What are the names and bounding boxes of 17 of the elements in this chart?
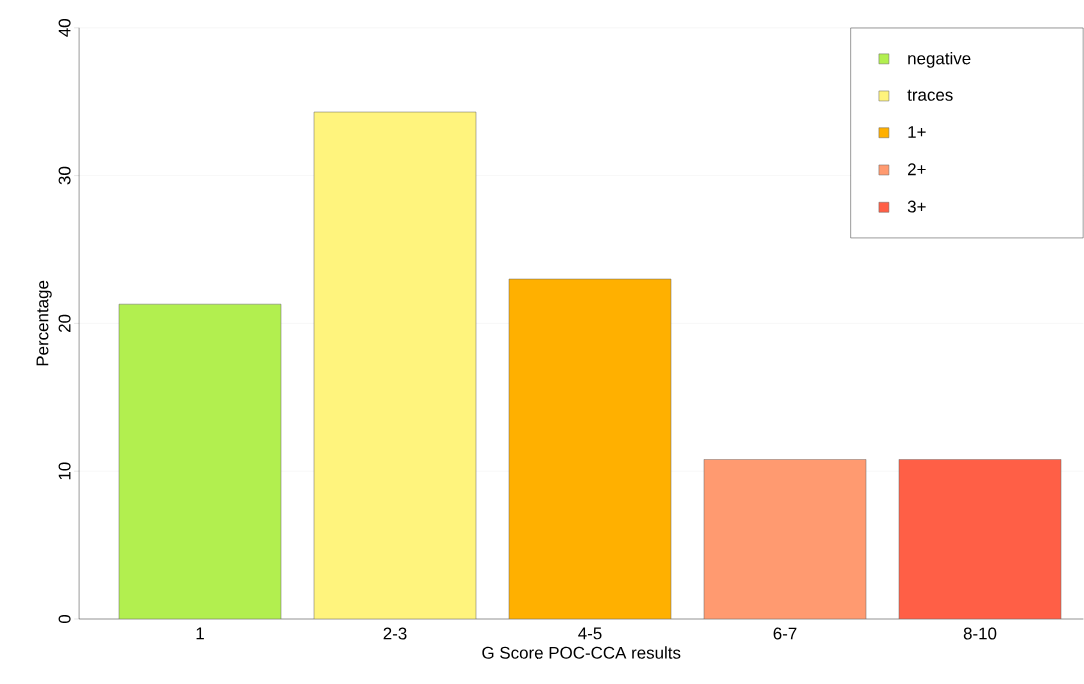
x-axis-title: G Score POC-CCA results [482,646,681,659]
y-tick-label: 10 [58,462,71,480]
legend-label: 2+ [908,163,926,176]
x-tick-label: 1 [196,627,204,640]
x-tick-label: 4-5 [578,627,602,640]
y-tick-label: 40 [58,19,71,37]
x-tick-label: 2-3 [383,627,407,640]
y-axis-title: Percentage [36,280,52,366]
legend-label: 3+ [907,200,926,213]
legend-label: traces [907,89,953,101]
x-tick-label: 8-10 [963,627,997,640]
x-tick-label: 6-7 [773,627,797,640]
y-tick-label: 0 [58,614,71,624]
y-tick-label: 20 [58,314,71,332]
y-tick-label: 30 [58,166,71,185]
legend-label: 1+ [908,126,926,138]
legend-label: negative [908,52,971,68]
